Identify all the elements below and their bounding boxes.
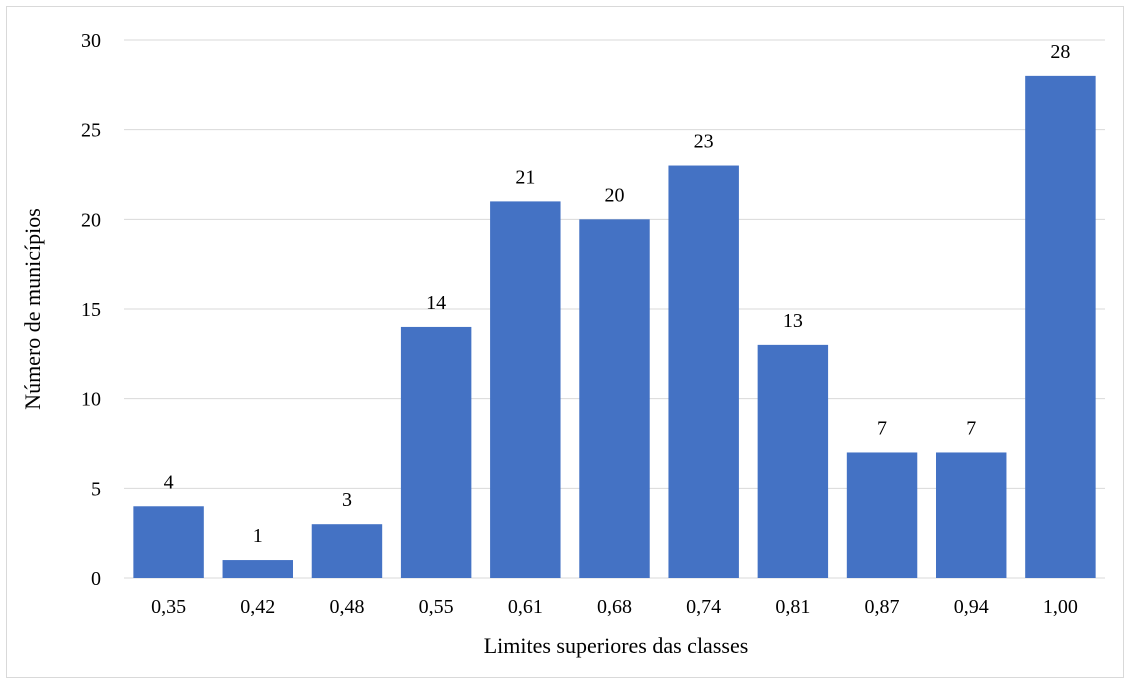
x-tick-label: 0,68 [597,596,632,618]
y-axis-title: Número de municípios [20,208,45,410]
bar [579,219,650,579]
data-label: 7 [877,417,887,439]
y-tick-label: 0 [91,568,101,590]
bar [133,506,204,578]
bar [936,452,1007,578]
data-label: 28 [1050,41,1070,63]
bar [757,344,829,578]
x-axis-ticks: 0,35 0,42 0,48 0,55 0,61 0,68 0,74 0,81 0,87 0,94… [151,596,1078,618]
y-axis-ticks: 0 5 10 15 20 25 30 [81,30,101,590]
y-tick-label: 25 [81,120,101,142]
bar [400,326,472,578]
data-label: 20 [605,184,625,206]
data-label: 4 [164,471,174,493]
y-tick-label: 20 [81,209,101,231]
data-label: 14 [426,292,446,314]
x-tick-label: 0,81 [775,596,810,618]
bar [222,560,293,578]
y-tick-label: 10 [81,389,101,411]
bars [133,75,1096,579]
x-tick-label: 1,00 [1043,596,1078,618]
x-tick-label: 0,35 [151,596,186,618]
y-tick-label: 30 [81,30,101,52]
x-tick-label: 0,55 [419,596,454,618]
x-tick-label: 0,87 [865,596,900,618]
bar [311,524,383,578]
data-label: 21 [515,166,535,188]
data-label: 1 [253,525,263,547]
data-label: 7 [966,417,976,439]
y-tick-label: 15 [81,299,101,321]
bar [668,165,739,579]
data-label: 3 [342,489,352,511]
x-tick-label: 0,42 [240,596,275,618]
bar [1025,75,1096,578]
x-axis-title: Limites superiores das classes [484,633,749,658]
data-label: 13 [783,310,803,332]
x-tick-label: 0,61 [508,596,543,618]
y-tick-label: 5 [91,478,101,500]
bar [490,201,561,578]
bar [846,452,918,578]
x-tick-label: 0,94 [954,596,989,618]
x-tick-label: 0,48 [329,596,364,618]
data-label: 23 [694,131,714,153]
x-tick-label: 0,74 [686,596,721,618]
